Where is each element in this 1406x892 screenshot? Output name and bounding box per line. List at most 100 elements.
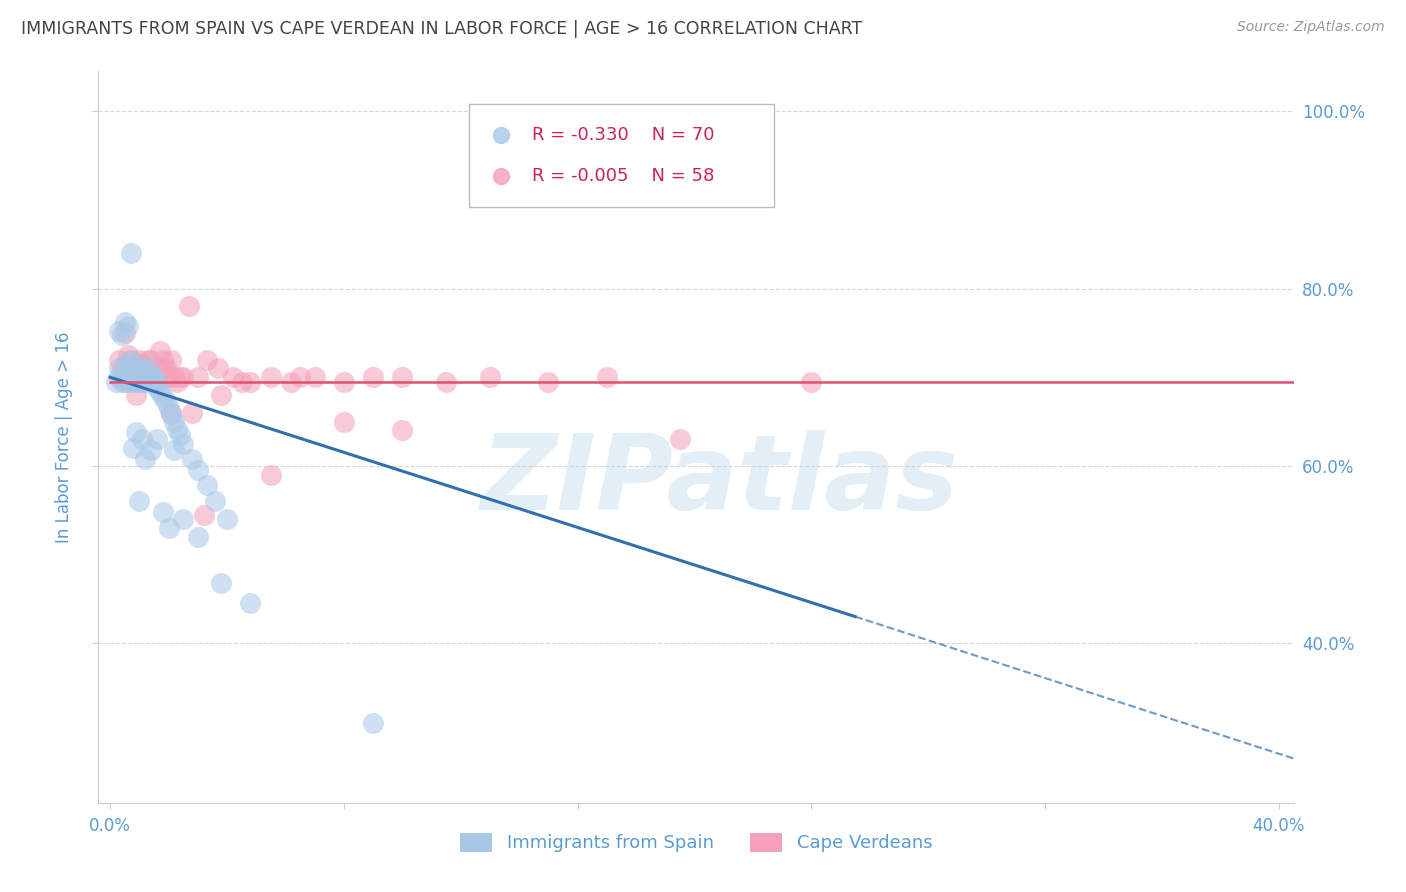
Point: [139, 375, 162, 389]
Point: [114, 315, 136, 329]
Point: [114, 375, 136, 389]
Point: [231, 375, 253, 389]
Point: [157, 370, 180, 384]
Point: [111, 327, 134, 342]
Point: [361, 716, 384, 731]
Point: [169, 370, 191, 384]
Point: [120, 246, 142, 260]
Point: [1084, 231, 1107, 245]
Point: [596, 370, 619, 384]
Point: [195, 478, 218, 492]
Point: [125, 375, 148, 389]
Point: [207, 361, 229, 376]
Point: [146, 375, 169, 389]
Point: [222, 370, 245, 384]
Point: [139, 370, 162, 384]
Point: [120, 352, 142, 367]
Point: [131, 375, 153, 389]
Point: [280, 375, 302, 389]
Point: [122, 361, 145, 376]
Point: [125, 375, 148, 389]
Point: [136, 361, 159, 376]
Point: [120, 357, 142, 371]
Point: [209, 388, 232, 402]
Point: [537, 375, 560, 389]
Point: [434, 375, 457, 389]
Point: [134, 451, 156, 466]
Point: [391, 424, 413, 438]
Point: [117, 318, 139, 333]
Point: [134, 375, 156, 389]
Point: [152, 361, 174, 376]
Point: [134, 370, 156, 384]
Point: [187, 370, 209, 384]
Point: [177, 299, 200, 313]
Point: [209, 576, 232, 591]
Point: [104, 375, 127, 389]
Point: [187, 530, 209, 544]
Point: [204, 494, 226, 508]
Point: [139, 352, 162, 367]
Point: [136, 352, 159, 367]
Point: [117, 361, 139, 376]
Point: [163, 442, 186, 457]
Point: [122, 370, 145, 384]
Point: [131, 361, 153, 376]
Point: [163, 370, 186, 384]
Point: [131, 357, 153, 371]
Point: [139, 442, 162, 457]
Point: [169, 428, 191, 442]
Text: ZIPatlas: ZIPatlas: [481, 430, 959, 532]
Point: [149, 385, 172, 400]
Text: Source: ZipAtlas.com: Source: ZipAtlas.com: [1237, 20, 1385, 34]
Point: [155, 361, 177, 376]
Point: [146, 432, 169, 446]
Point: [108, 361, 131, 376]
Point: [111, 361, 134, 376]
Point: [239, 596, 262, 610]
Point: [361, 370, 384, 384]
Text: R = -0.005    N = 58: R = -0.005 N = 58: [533, 168, 714, 186]
Point: [122, 370, 145, 384]
FancyBboxPatch shape: [470, 104, 773, 207]
Point: [239, 375, 262, 389]
Point: [122, 441, 145, 455]
Point: [120, 352, 142, 367]
Point: [172, 370, 194, 384]
Text: R = -0.330    N = 70: R = -0.330 N = 70: [533, 126, 714, 144]
Point: [131, 432, 153, 446]
Point: [114, 326, 136, 340]
Point: [1084, 181, 1107, 195]
Point: [134, 370, 156, 384]
Point: [128, 352, 150, 367]
Point: [114, 370, 136, 384]
Point: [288, 370, 311, 384]
Point: [160, 408, 183, 422]
Point: [128, 361, 150, 376]
Point: [128, 494, 150, 508]
Point: [131, 361, 153, 376]
Point: [155, 395, 177, 409]
Point: [111, 375, 134, 389]
Point: [669, 432, 692, 446]
Point: [333, 375, 356, 389]
Point: [125, 370, 148, 384]
Point: [172, 512, 194, 526]
Point: [131, 370, 153, 384]
Point: [108, 370, 131, 384]
Point: [478, 370, 501, 384]
Point: [117, 348, 139, 362]
Point: [193, 508, 215, 522]
Point: [163, 415, 186, 429]
Point: [128, 370, 150, 384]
Point: [149, 343, 172, 358]
Point: [120, 370, 142, 384]
Point: [160, 406, 183, 420]
Point: [195, 352, 218, 367]
Point: [260, 370, 283, 384]
Point: [117, 375, 139, 389]
Point: [122, 375, 145, 389]
Point: [128, 366, 150, 380]
Point: [125, 388, 148, 402]
Point: [114, 357, 136, 371]
